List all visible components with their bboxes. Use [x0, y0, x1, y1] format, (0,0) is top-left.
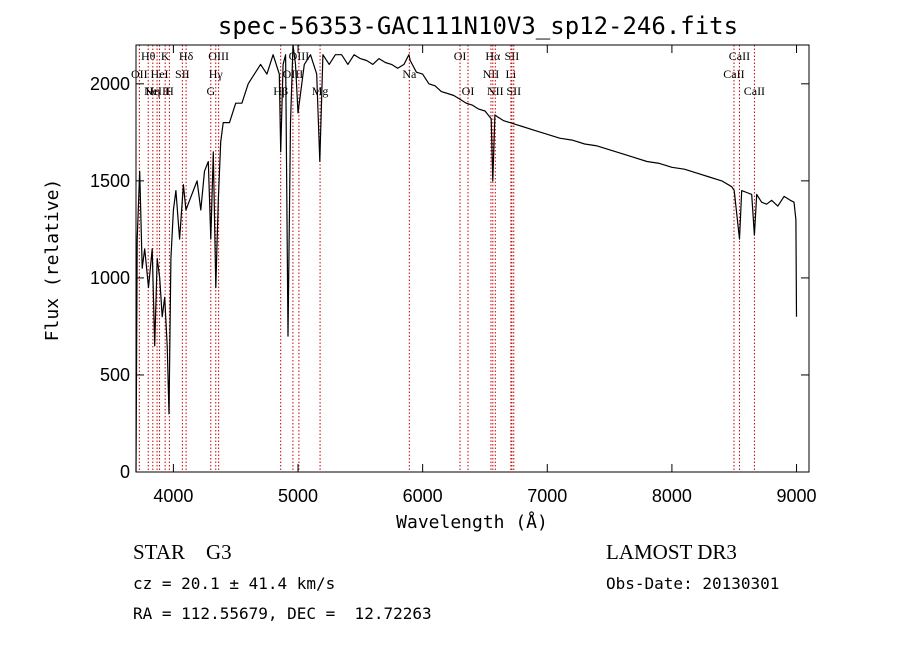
- y-tick-label-1: 500: [100, 365, 130, 385]
- x-tick-label-5: 9000: [777, 486, 817, 506]
- spectrum-line-0: [135, 44, 798, 473]
- line-marker-label-19: NII: [483, 67, 500, 81]
- chart-title: spec-56353-GAC111N10V3_sp12-246.fits: [218, 12, 738, 40]
- line-marker-label-13: OIII: [283, 67, 304, 81]
- y-axis-label: Flux (relative): [42, 179, 63, 342]
- line-marker-label-23: SII: [505, 49, 520, 63]
- x-tick-label-2: 6000: [403, 486, 443, 506]
- line-marker-label-22: Li: [506, 67, 517, 81]
- x-tick-label-1: 5000: [278, 486, 318, 506]
- plot-frame: [135, 44, 810, 473]
- line-marker-label-24: SII: [506, 84, 521, 98]
- line-marker-label-4: HeI: [151, 67, 169, 81]
- line-marker-label-7: SII: [175, 67, 190, 81]
- survey-name: LAMOST DR3: [606, 540, 737, 564]
- x-tick-label-3: 7000: [527, 486, 567, 506]
- object-class: STAR G3: [133, 540, 232, 564]
- line-marker-label-18: OI: [462, 84, 475, 98]
- line-marker-label-1: Hθ: [141, 49, 156, 63]
- tick-layer: 4000 5000 6000 7000 8000 9000 0 500 1000 1500 2000: [90, 45, 817, 506]
- spectrum-layer: [135, 44, 798, 473]
- line-marker-label-21: NII: [487, 84, 504, 98]
- x-axis-label: Wavelength (Å): [396, 511, 548, 533]
- line-marker-label-9: G: [206, 84, 215, 98]
- line-marker-label-3: NeIII: [144, 84, 170, 98]
- x-tick-label-0: 4000: [153, 486, 193, 506]
- redshift-velocity: cz = 20.1 ± 41.4 km/s: [133, 574, 336, 593]
- line-marker-label-15: Mg: [312, 84, 329, 98]
- line-marker-label-5: K: [161, 49, 170, 63]
- line-marker-label-11: OIII: [208, 49, 229, 63]
- line-marker-label-12: Hβ: [273, 84, 288, 98]
- line-marker-label-6: H: [165, 84, 174, 98]
- observation-date: Obs-Date: 20130301: [606, 574, 780, 593]
- line-marker-label-27: CaII: [744, 84, 765, 98]
- line-marker-label-26: CaII: [729, 49, 750, 63]
- line-marker-label-10: Hγ: [209, 67, 224, 81]
- y-tick-label-2: 1000: [90, 268, 130, 288]
- line-marker-label-16: Na: [402, 67, 417, 81]
- y-tick-label-0: 0: [120, 462, 130, 482]
- line-marker-label-0: OII: [131, 67, 148, 81]
- line-marker-label-8: Hδ: [179, 49, 194, 63]
- line-marker-label-17: OI: [454, 49, 467, 63]
- y-tick-label-4: 2000: [90, 74, 130, 94]
- line-marker-label-25: CaII: [723, 67, 744, 81]
- x-tick-label-4: 8000: [652, 486, 692, 506]
- line-marker-label-20: Hα: [485, 49, 501, 63]
- ra-dec-coordinates: RA = 112.55679, DEC = 12.72263: [133, 604, 432, 623]
- y-tick-label-3: 1500: [90, 171, 130, 191]
